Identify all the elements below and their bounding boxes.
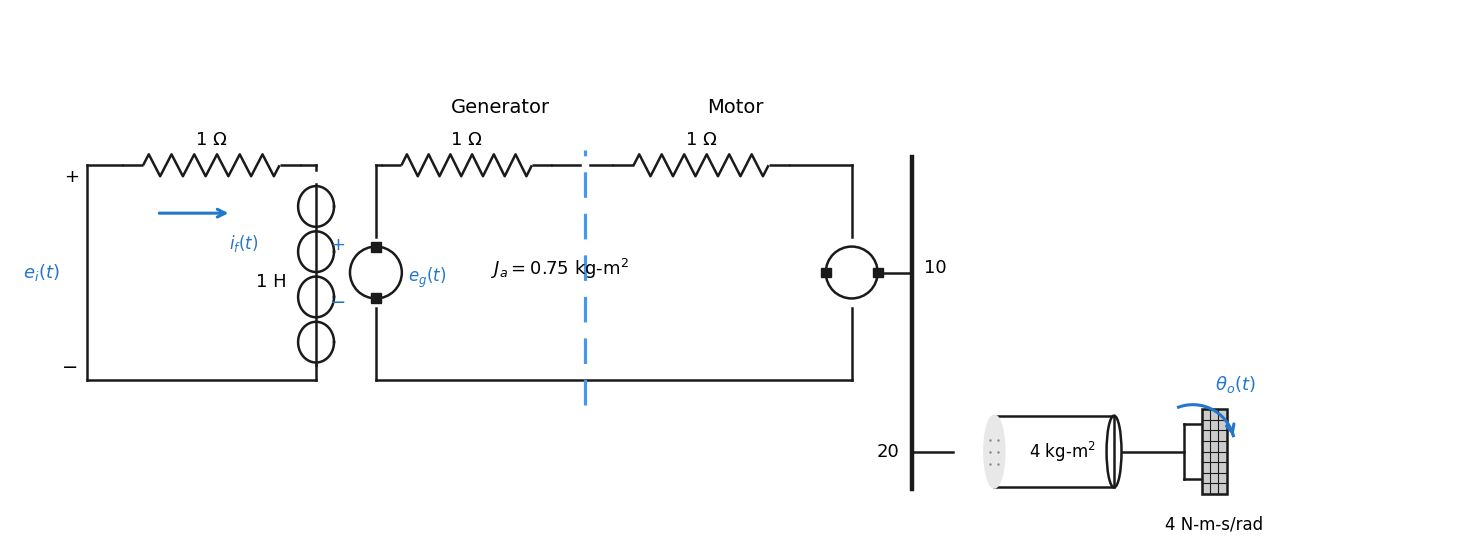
Text: 20: 20 bbox=[878, 443, 900, 460]
Text: $J_a = 0.75\ \mathrm{kg\text{-}m}^2$: $J_a = 0.75\ \mathrm{kg\text{-}m}^2$ bbox=[491, 256, 628, 280]
Text: 4 N-m-s/rad: 4 N-m-s/rad bbox=[1165, 516, 1263, 534]
Text: −: − bbox=[63, 358, 79, 377]
Text: +: + bbox=[63, 168, 79, 186]
Bar bbox=[820, 267, 831, 278]
Text: $e_g(t)$: $e_g(t)$ bbox=[407, 266, 445, 290]
Text: Generator: Generator bbox=[451, 98, 551, 117]
Bar bbox=[873, 267, 882, 278]
Text: 1 Ω: 1 Ω bbox=[196, 131, 227, 149]
Text: +: + bbox=[331, 235, 346, 254]
Text: $4\ \mathrm{kg\text{-}m}^2$: $4\ \mathrm{kg\text{-}m}^2$ bbox=[1028, 439, 1096, 464]
Ellipse shape bbox=[984, 416, 1005, 487]
Text: $i_f(t)$: $i_f(t)$ bbox=[230, 233, 259, 254]
Text: $\theta_o(t)$: $\theta_o(t)$ bbox=[1214, 373, 1256, 395]
Bar bbox=[995, 416, 1113, 487]
Text: −: − bbox=[330, 293, 346, 312]
Bar bbox=[371, 294, 381, 304]
Text: 1 Ω: 1 Ω bbox=[451, 131, 482, 149]
Text: $e_i(t)$: $e_i(t)$ bbox=[23, 262, 60, 283]
Text: 1 Ω: 1 Ω bbox=[686, 131, 716, 149]
Bar bbox=[1201, 409, 1226, 494]
Bar bbox=[371, 241, 381, 251]
Text: 1 H: 1 H bbox=[255, 273, 286, 292]
Text: Motor: Motor bbox=[706, 98, 763, 117]
Text: 10: 10 bbox=[923, 258, 946, 277]
